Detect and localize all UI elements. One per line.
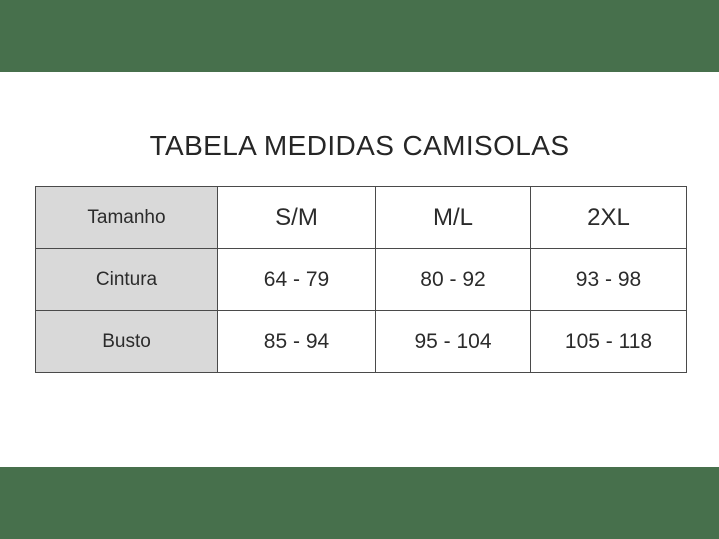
row-label-busto: Busto: [35, 310, 218, 373]
cell-cintura-ml: 80 - 92: [375, 248, 531, 311]
content-stage: TABELA MEDIDAS CAMISOLAS Tamanho S/M M/L…: [0, 72, 719, 467]
header-cell-sm: S/M: [217, 186, 376, 249]
table-row: Busto 85 - 94 95 - 104 105 - 118: [35, 310, 687, 373]
cell-cintura-2xl: 93 - 98: [530, 248, 687, 311]
cell-busto-2xl: 105 - 118: [530, 310, 687, 373]
row-label-cintura: Cintura: [35, 248, 218, 311]
bottom-green-band: [0, 467, 719, 539]
cell-busto-ml: 95 - 104: [375, 310, 531, 373]
table-header-row: Tamanho S/M M/L 2XL: [35, 186, 687, 249]
header-cell-2xl: 2XL: [530, 186, 687, 249]
page-title: TABELA MEDIDAS CAMISOLAS: [149, 130, 570, 161]
top-green-band: [0, 0, 719, 72]
header-cell-size-label: Tamanho: [35, 186, 218, 249]
size-chart-table: Tamanho S/M M/L 2XL Cintura 64 - 79 80 -…: [35, 186, 687, 373]
table-row: Cintura 64 - 79 80 - 92 93 - 98: [35, 248, 687, 311]
header-cell-ml: M/L: [375, 186, 531, 249]
cell-cintura-sm: 64 - 79: [217, 248, 376, 311]
cell-busto-sm: 85 - 94: [217, 310, 376, 373]
